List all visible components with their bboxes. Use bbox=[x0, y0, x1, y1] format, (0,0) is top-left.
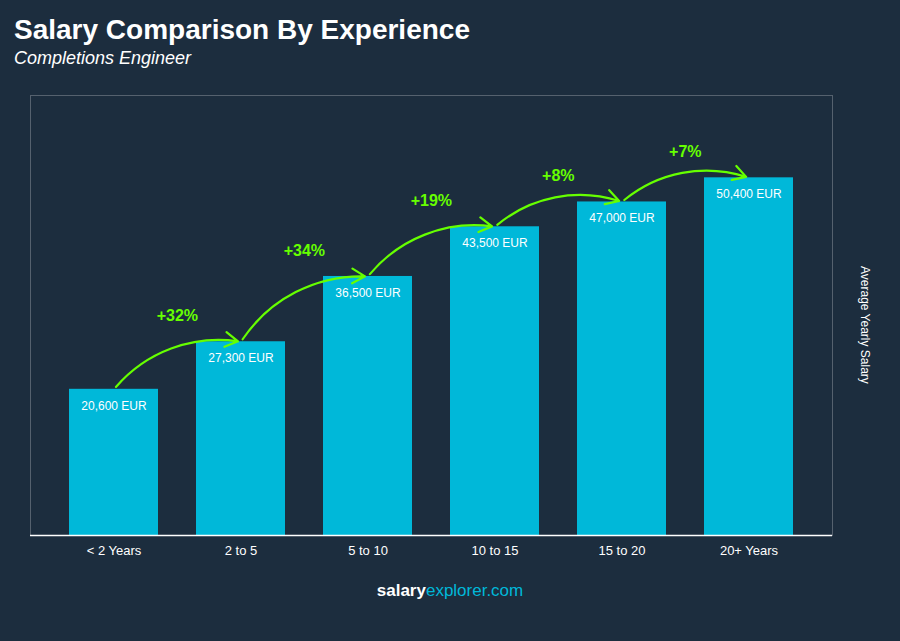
svg-text:+19%: +19% bbox=[411, 192, 452, 209]
svg-text:+34%: +34% bbox=[284, 242, 325, 259]
svg-text:< 2 Years: < 2 Years bbox=[87, 543, 142, 558]
svg-text:43,500 EUR: 43,500 EUR bbox=[462, 236, 528, 250]
svg-text:15 to 20: 15 to 20 bbox=[599, 543, 646, 558]
svg-text:20+ Years: 20+ Years bbox=[720, 543, 779, 558]
svg-text:10 to 15: 10 to 15 bbox=[472, 543, 519, 558]
svg-text:20,600 EUR: 20,600 EUR bbox=[81, 399, 147, 413]
html-text:Average Yearly Salary: Average Yearly Salary bbox=[858, 266, 872, 384]
html-text:salary explorer.com: salary explorer.com bbox=[376, 581, 524, 600]
svg-text:36,500 EUR: 36,500 EUR bbox=[335, 286, 401, 300]
html-text:Completions Engineer: Completions Engineer bbox=[14, 48, 192, 68]
html-text:Salary Comparison By Experienc: Salary Comparison By Experience bbox=[14, 14, 470, 45]
svg-text:5 to 10: 5 to 10 bbox=[348, 543, 388, 558]
svg-text:50,400 EUR: 50,400 EUR bbox=[716, 187, 782, 201]
svg-text:+32%: +32% bbox=[157, 307, 198, 324]
svg-text:47,000 EUR: 47,000 EUR bbox=[589, 211, 655, 225]
svg-text:2 to 5: 2 to 5 bbox=[225, 543, 258, 558]
svg-text:27,300 EUR: 27,300 EUR bbox=[208, 351, 274, 365]
svg-text:+7%: +7% bbox=[669, 143, 701, 160]
svg-text:+8%: +8% bbox=[542, 167, 574, 184]
